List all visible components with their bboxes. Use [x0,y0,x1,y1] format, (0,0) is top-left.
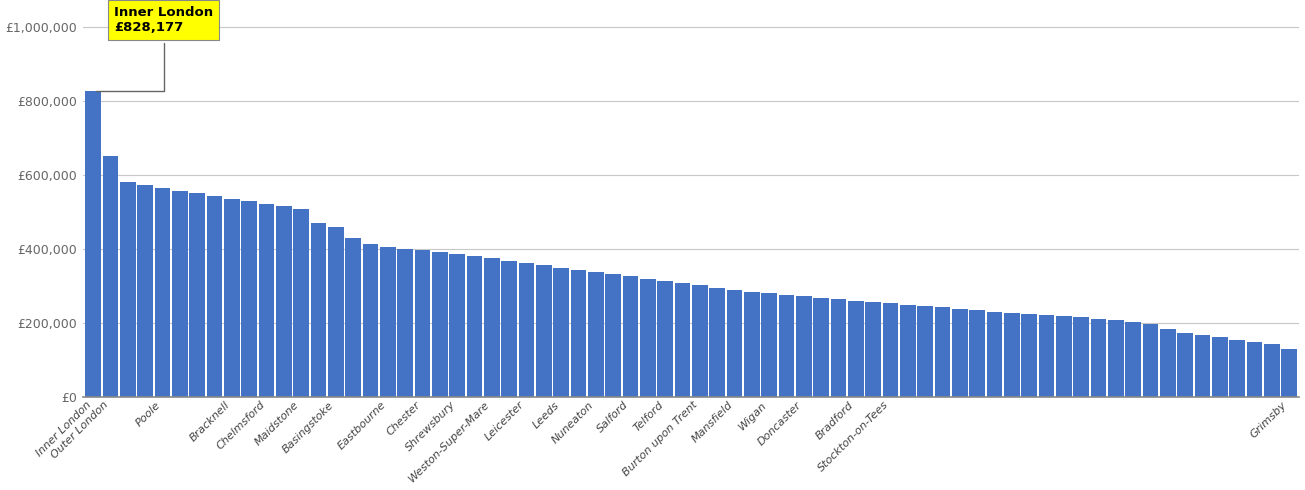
Bar [1004,313,1019,397]
Bar [917,306,933,397]
Bar [294,209,309,397]
Bar [432,252,448,397]
Bar [363,244,378,397]
Bar [467,256,483,397]
Bar [311,223,326,397]
Bar [882,303,898,397]
Bar [328,227,343,397]
Bar [1194,335,1210,397]
Bar [518,263,534,397]
Bar [172,191,188,397]
Bar [1229,340,1245,397]
Bar [398,249,412,397]
Bar [606,274,621,397]
Bar [1108,320,1124,397]
Text: Inner London
£828,177: Inner London £828,177 [97,6,213,91]
Bar [484,258,500,397]
Bar [206,196,222,397]
Bar [1177,333,1193,397]
Bar [346,238,361,397]
Bar [692,285,707,397]
Bar [1039,315,1054,397]
Bar [103,156,119,397]
Bar [589,272,604,397]
Bar [622,276,638,397]
Bar [189,194,205,397]
Bar [779,295,795,397]
Bar [1091,318,1107,397]
Bar [501,261,517,397]
Bar [1125,322,1141,397]
Bar [951,309,967,397]
Bar [744,292,760,397]
Bar [536,266,552,397]
Bar [1246,342,1262,397]
Bar [449,254,465,397]
Bar [1212,337,1228,397]
Bar [865,302,881,397]
Bar [137,185,153,397]
Bar [155,188,171,397]
Bar [970,311,985,397]
Bar [1282,348,1297,397]
Bar [1056,317,1071,397]
Bar [415,250,431,397]
Bar [570,270,586,397]
Bar [120,182,136,397]
Bar [553,268,569,397]
Bar [258,204,274,397]
Bar [675,283,690,397]
Bar [658,281,673,397]
Bar [1143,324,1159,397]
Bar [1160,329,1176,397]
Bar [241,201,257,397]
Bar [710,288,726,397]
Bar [934,308,950,397]
Bar [85,91,100,397]
Bar [1022,314,1037,397]
Bar [987,312,1002,397]
Bar [727,290,743,397]
Bar [813,298,829,397]
Bar [831,299,846,397]
Bar [380,247,395,397]
Bar [796,296,812,397]
Bar [761,294,776,397]
Bar [1265,344,1279,397]
Bar [224,198,240,397]
Bar [1073,318,1088,397]
Bar [900,305,916,397]
Bar [639,279,655,397]
Bar [277,206,292,397]
Bar [848,301,864,397]
